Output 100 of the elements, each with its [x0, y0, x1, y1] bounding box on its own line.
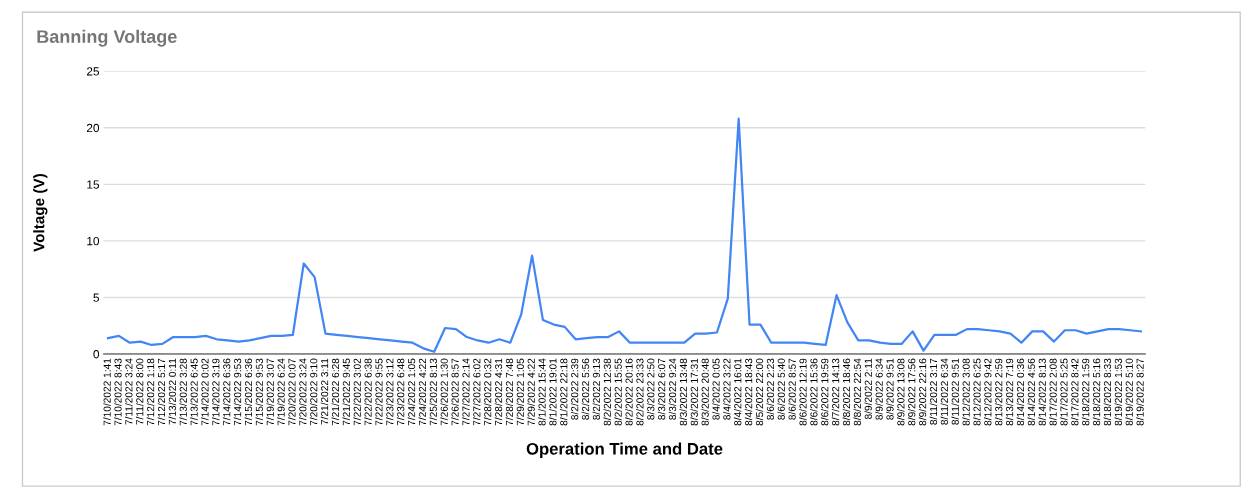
y-tick-label: 25 [86, 67, 100, 76]
x-tick-label: 8/6/2022 19:59 [820, 358, 829, 426]
x-tick-label: 8/18/2022 8:33 [1103, 358, 1112, 426]
x-tick-label: 7/14/2022 6:36 [222, 358, 231, 426]
x-tick-label: 7/14/2022 0:02 [201, 358, 209, 426]
x-axis-title: Operation Time and Date [526, 442, 723, 459]
x-tick-label: 7/22/2022 6:38 [364, 358, 372, 426]
x-tick-label: 7/15/2022 6:36 [244, 358, 253, 426]
x-tick-label: 8/9/2022 6:34 [875, 358, 883, 420]
x-tick-label: 7/12/2022 1:18 [146, 358, 155, 426]
x-tick-label: 8/3/2022 9:24 [668, 358, 677, 420]
x-tick-label: 8/4/2022 3:22 [723, 358, 731, 420]
x-tick-label: 8/4/2022 0:05 [712, 358, 720, 420]
x-tick-label: 7/29/2022 4:22 [527, 358, 535, 426]
x-tick-label: 8/1/2022 22:18 [559, 358, 568, 426]
x-tick-label: 7/20/2022 0:07 [288, 358, 296, 426]
x-tick-label: 8/2/2022 9:13 [592, 358, 601, 420]
x-tick-label: 8/3/2022 13:48 [679, 358, 688, 426]
x-tick-label: 8/12/2022 6:25 [973, 358, 981, 426]
x-tick-label: 7/26/2022 1:30 [440, 358, 448, 426]
x-tick-label: 7/28/2022 7:48 [505, 358, 514, 426]
y-tick-label: 15 [87, 180, 100, 189]
x-tick-label: 8/8/2022 22:54 [853, 358, 861, 426]
x-tick-label: 7/13/2022 6:45 [190, 358, 198, 426]
x-tick-label: 7/24/2022 4:22 [418, 358, 427, 426]
x-tick-label: 7/24/2022 1:05 [407, 358, 416, 426]
x-tick-label: 8/2/2022 23:33 [636, 358, 644, 426]
x-tick-label: 8/9/2022 2:11 [864, 358, 872, 419]
x-tick-label: 8/2/2022 15:55 [614, 358, 622, 426]
x-tick-label: 8/6/2022 12:19 [799, 358, 807, 426]
x-tick-label: 8/18/2022 5:16 [1092, 358, 1101, 426]
x-tick-label: 8/9/2022 9:51 [886, 358, 894, 420]
x-tick-label: 8/9/2022 22:16 [918, 358, 927, 426]
x-tick-label: 8/1/2022 15:44 [538, 358, 546, 426]
x-tick-label: 7/13/2022 3:28 [179, 358, 187, 426]
x-tick-label: 8/6/2022 8:57 [788, 358, 796, 420]
x-tick-label: 7/29/2022 1:05 [516, 358, 524, 426]
x-tick-label: 8/2/2022 2:39 [570, 358, 579, 420]
x-tick-label: 8/12/2022 9:42 [984, 358, 992, 426]
x-tick-label: 7/11/2022 8:00 [135, 358, 144, 425]
x-tick-label: 7/28/2022 4:31 [494, 358, 503, 426]
x-tick-label: 8/2/2022 5:56 [581, 358, 590, 420]
y-tick-label: 0 [93, 350, 100, 359]
x-tick-label: 8/17/2022 5:25 [1060, 358, 1068, 426]
x-tick-label: 7/14/2022 3:19 [212, 358, 220, 426]
x-tick-label: 7/12/2022 5:17 [157, 358, 166, 426]
x-tick-label: 8/14/2022 4:56 [1027, 358, 1035, 426]
x-tick-label: 7/27/2022 6:02 [472, 358, 481, 426]
x-tick-label: 7/20/2022 9:10 [309, 358, 318, 426]
x-tick-label: 8/19/2022 8:27 [1136, 358, 1144, 426]
x-tick-label: 7/27/2022 2:14 [462, 358, 470, 426]
x-tick-label: 8/11/2022 6:34 [940, 358, 948, 425]
x-tick-label: 8/13/2022 2:59 [994, 358, 1003, 426]
x-tick-label: 8/1/2022 19:01 [549, 358, 557, 426]
x-tick-label: 7/22/2022 3:02 [353, 358, 361, 426]
x-tick-label: 8/17/2022 8:42 [1071, 358, 1079, 426]
x-tick-label: 8/17/2022 2:08 [1049, 358, 1057, 426]
x-tick-label: 7/23/2022 6:48 [396, 358, 405, 426]
y-tick-label: 10 [87, 236, 100, 246]
x-tick-label: 7/26/2022 8:57 [451, 358, 459, 426]
x-tick-label: 7/11/2022 3:24 [125, 358, 133, 425]
line-series [106, 117, 1143, 353]
x-tick-label: 8/4/2022 16:01 [733, 358, 742, 426]
x-tick-label: 8/14/2022 8:13 [1038, 358, 1046, 426]
x-tick-label: 7/14/2022 9:53 [233, 358, 242, 426]
x-tick-label: 8/8/2022 18:46 [842, 358, 851, 426]
x-tick-label: 8/2/2022 12:38 [603, 358, 611, 426]
x-tick-label: 8/7/2022 14:13 [831, 358, 840, 426]
x-tick-label: 8/14/2022 0:36 [1016, 358, 1025, 426]
x-tick-label: 7/19/2022 3:07 [266, 358, 274, 426]
y-tick-label: 5 [93, 293, 100, 302]
x-tick-label: 8/3/2022 6:07 [657, 358, 666, 420]
x-tick-label: 8/3/2022 2:50 [646, 358, 655, 420]
x-tick-label: 7/13/2022 0:11 [168, 358, 176, 425]
x-tick-label: 8/19/2022 1:53 [1114, 358, 1122, 426]
x-tick-label: 7/20/2022 3:24 [299, 358, 307, 426]
x-tick-label: 7/28/2022 0:32 [483, 358, 492, 426]
x-tick-label: 7/21/2022 6:28 [331, 358, 340, 426]
x-tick-label: 7/19/2022 6:24 [277, 358, 285, 426]
x-tick-label: 8/13/2022 7:19 [1005, 358, 1014, 426]
x-tick-label: 8/11/2022 9:51 [951, 358, 959, 425]
x-tick-label: 8/6/2022 2:23 [766, 358, 775, 420]
x-tick-label: 7/10/2022 8:43 [114, 358, 122, 426]
x-tick-label: 8/12/2022 3:08 [962, 358, 970, 426]
y-axis-title: Voltage (V) [33, 174, 48, 252]
x-tick-label: 8/3/2022 17:31 [690, 358, 698, 426]
x-tick-label: 8/19/2022 5:10 [1125, 358, 1133, 426]
x-tick-label: 8/3/2022 20:48 [701, 358, 709, 426]
x-tick-label: 8/11/2022 3:17 [929, 358, 938, 425]
x-tick-label: 8/9/2022 17:56 [907, 358, 916, 426]
x-tick-label: 7/10/2022 1:41 [103, 358, 111, 426]
x-tick-label: 8/18/2022 1:59 [1081, 358, 1090, 426]
x-tick-label: 7/15/2022 9:53 [255, 358, 263, 426]
x-tick-label: 8/5/2022 22:00 [755, 358, 764, 426]
x-tick-label: 8/2/2022 20:16 [625, 358, 633, 426]
x-tick-label: 8/6/2022 15:36 [810, 358, 818, 426]
x-tick-label: 8/4/2022 18:43 [744, 358, 753, 426]
chart-title: Banning Voltage [37, 29, 177, 47]
x-tick-label: 7/22/2022 9:55 [375, 358, 383, 426]
x-tick-label: 8/6/2022 5:40 [777, 358, 785, 420]
